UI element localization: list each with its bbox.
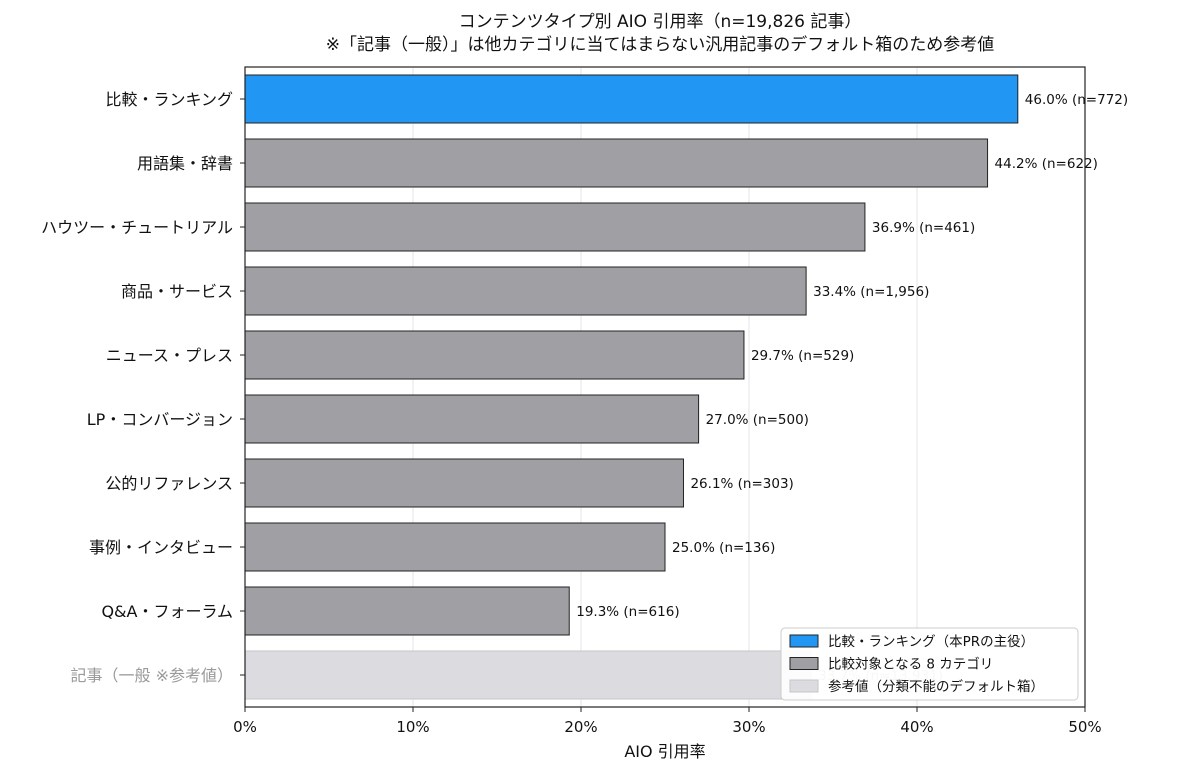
legend-swatch	[789, 657, 819, 670]
value-label: 46.0% (n=772)	[1025, 92, 1128, 108]
category-label: 記事（一般 ※参考値）	[71, 666, 234, 685]
x-tick-label: 10%	[396, 718, 429, 736]
category-label: Q&A・フォーラム	[101, 602, 233, 621]
plot-frame	[244, 66, 1086, 708]
legend: 比較・ランキング（本PRの主役） 比較対象となる 8 カテゴリ参考値（分類不能のデ…	[780, 627, 1079, 701]
x-axis-ticks: 0% 10% 20% 30% 40% 50%	[233, 707, 1102, 736]
bar	[244, 458, 684, 508]
bar	[244, 394, 700, 444]
legend-swatch	[789, 634, 819, 648]
chart-subtitle: ※「記事（一般）」は他カテゴリに当てはまらない汎用記事のデフォルト箱のため参考値	[326, 34, 994, 55]
value-label: 25.0% (n=136)	[672, 540, 775, 556]
bar	[244, 138, 989, 188]
x-tick-label: 50%	[1068, 718, 1101, 736]
x-tick-label: 0%	[233, 718, 257, 736]
category-label: 公的リファレンス	[105, 474, 233, 493]
bar	[244, 330, 745, 380]
category-label: 比較・ランキング	[105, 90, 233, 109]
category-label: LP・コンバージョン	[87, 410, 233, 429]
category-label: ハウツー・チュートリアル	[41, 218, 233, 237]
value-label: 26.1% (n=303)	[690, 476, 793, 492]
x-tick-label: 40%	[900, 718, 933, 736]
x-tick-label: 30%	[732, 718, 765, 736]
legend-label: 比較・ランキング（本PRの主役）	[828, 634, 1034, 650]
category-label: 用語集・辞書	[137, 154, 233, 173]
x-axis-label: AIO 引用率	[624, 742, 705, 761]
bar	[244, 202, 866, 252]
bar	[244, 522, 666, 572]
value-label: 33.4% (n=1,956)	[813, 284, 929, 300]
y-axis-categories: 比較・ランキング用語集・辞書ハウツー・チュートリアル商品・サービスニュース・プレ…	[41, 90, 245, 685]
legend-label: 参考値（分類不能のデフォルト箱）	[828, 678, 1044, 695]
legend-swatch	[789, 679, 819, 693]
chart-title: コンテンツタイプ別 AIO 引用率（n=19,826 記事）	[459, 12, 862, 32]
x-tick-label: 20%	[564, 718, 597, 736]
value-label: 29.7% (n=529)	[751, 348, 854, 364]
bar	[244, 74, 1019, 124]
legend-box	[780, 627, 1079, 701]
legend-label: 比較対象となる 8 カテゴリ	[828, 656, 993, 673]
bar	[244, 266, 807, 316]
value-label: 44.2% (n=622)	[995, 156, 1098, 172]
value-label: 19.3% (n=616)	[576, 604, 679, 620]
bar	[244, 586, 570, 636]
category-label: 商品・サービス	[121, 282, 233, 301]
bars	[244, 74, 1019, 700]
value-label: 27.0% (n=500)	[706, 412, 809, 428]
bar	[244, 650, 812, 700]
value-label: 36.9% (n=461)	[872, 220, 975, 236]
category-label: 事例・インタビュー	[89, 538, 233, 557]
category-label: ニュース・プレス	[106, 346, 233, 365]
